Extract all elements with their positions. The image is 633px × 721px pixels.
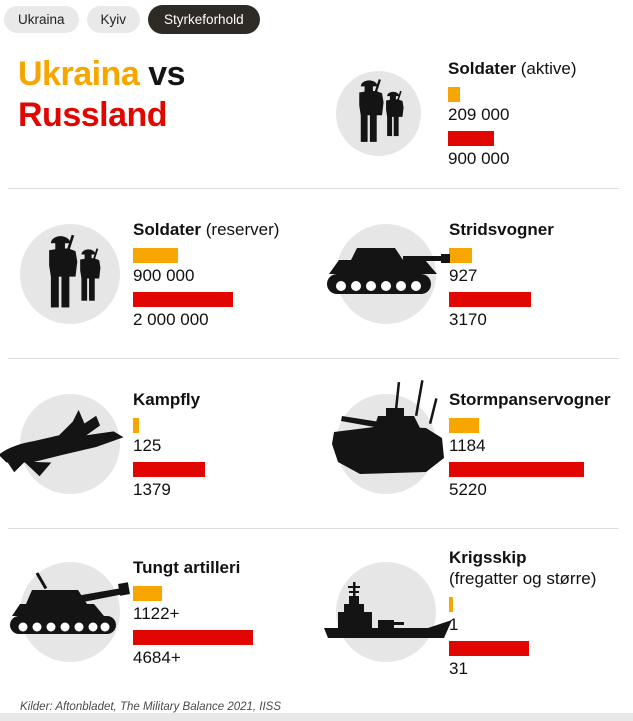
warship-icon: [324, 582, 452, 638]
stat-name: Stormpanservogner: [449, 389, 611, 409]
icon-circle: [324, 562, 452, 662]
stat-name: Stridsvogner: [449, 219, 554, 239]
tab-styrkeforhold[interactable]: Styrkeforhold: [148, 5, 260, 34]
stat-label: Soldater (aktive): [448, 58, 627, 79]
stat-label: Kampfly: [133, 389, 310, 410]
stat-name: Soldater: [448, 59, 517, 78]
ukraine-bar: [133, 417, 139, 433]
title-heading: Ukraina vs Russland: [18, 54, 316, 136]
ukraine-value: 1122+: [133, 604, 180, 623]
stat-block: Tungt artilleri 1122+ 4684+: [133, 557, 316, 667]
ukraine-value: 927: [449, 265, 478, 285]
soldiers-icon: [359, 78, 404, 142]
page-title: Ukraina vs Russland: [0, 38, 316, 188]
russia-value: 4684+: [133, 648, 181, 667]
stat-block: Soldater (aktive) 209 000 900 000: [448, 58, 633, 168]
russia-value: 2 000 000: [133, 309, 209, 329]
tank-icon: [327, 247, 450, 294]
russia-bar: [448, 131, 494, 146]
icon-circle: [332, 379, 444, 494]
artillery-icon: [10, 572, 130, 634]
russia-value: 5220: [449, 479, 487, 499]
stat-label: Soldater (reserver): [133, 219, 310, 240]
stat-block: Kampfly 125 1379: [133, 389, 316, 499]
tab-kyiv[interactable]: Kyiv: [86, 6, 141, 33]
row-divider: [8, 528, 619, 529]
russia-value: 31: [449, 658, 468, 678]
stat-block: Soldater (reserver) 900 000 2 000 000: [133, 219, 316, 329]
stat-label: Tungt artilleri: [133, 557, 310, 578]
bottom-band: [0, 713, 633, 721]
stat-block: Stormpanservogner 1184 5220: [449, 389, 633, 499]
stat-suffix: (aktive): [520, 59, 577, 78]
stat-cell-stormpanservogner: Stormpanservogner 1184 5220: [316, 359, 633, 528]
icon-circle: [0, 393, 124, 494]
ukraine-bar: [448, 87, 460, 102]
stat-name: Soldater: [133, 219, 202, 239]
stat-block: Krigsskip (fregatter og større) 1 31: [449, 547, 633, 678]
ukraine-bar: [133, 247, 178, 263]
row-divider: [8, 188, 619, 189]
source-text: Kilder: Aftonbladet, The Military Balanc…: [20, 701, 282, 713]
ukraine-value: 1: [449, 614, 459, 634]
ukraine-bar: [449, 596, 453, 612]
ukraine-bar: [133, 586, 162, 601]
comparison-grid: Ukraina vs Russland: [0, 38, 633, 695]
stat-label: Stridsvogner: [449, 219, 627, 240]
icon-circle: [10, 562, 130, 662]
russia-value: 1379: [133, 479, 171, 499]
stat-cell-krigsskip: Krigsskip (fregatter og større) 1 31: [316, 529, 633, 695]
russia-bar: [449, 640, 529, 656]
stat-cell-stridsvogner: Stridsvogner 927 3170: [316, 189, 633, 358]
title-ukraina: Ukraina: [18, 55, 140, 93]
title-russland: Russland: [18, 96, 168, 134]
russia-bar: [449, 291, 531, 307]
soldiers-icon: [49, 234, 101, 307]
ukraine-bar: [449, 417, 479, 433]
stat-cell-soldater-reserver: Soldater (reserver) 900 000 2 000 000: [0, 189, 316, 358]
stat-suffix: (fregatter og større): [449, 568, 597, 588]
icon-circle: [336, 70, 421, 156]
icon-circle: [20, 223, 120, 324]
icon-circle: [327, 223, 450, 324]
ukraine-value: 125: [133, 435, 162, 455]
title-vs: vs: [148, 55, 186, 93]
stat-cell-soldater-aktive: Soldater (aktive) 209 000 900 000: [316, 38, 633, 188]
ukraine-value: 1184: [449, 435, 486, 455]
source-credit: Kilder: Aftonbladet, The Military Balanc…: [0, 695, 633, 713]
apc-icon: [332, 379, 444, 474]
russia-value: 900 000: [448, 149, 510, 168]
stat-cell-tungt-artilleri: Tungt artilleri 1122+ 4684+: [0, 529, 316, 695]
tab-ukraina[interactable]: Ukraina: [4, 6, 79, 33]
row-divider: [8, 358, 619, 359]
stat-name: Krigsskip: [449, 547, 527, 567]
stat-suffix: (reserver): [205, 219, 280, 239]
russia-bar: [133, 291, 233, 307]
russia-bar: [449, 461, 584, 477]
stat-name: Tungt artilleri: [133, 558, 241, 577]
ukraine-value: 209 000: [448, 105, 510, 124]
tab-bar: Ukraina Kyiv Styrkeforhold: [0, 0, 633, 38]
ukraine-value: 900 000: [133, 265, 195, 285]
fighter-jet-icon: [0, 409, 124, 476]
russia-bar: [133, 461, 205, 477]
stat-cell-kampfly: Kampfly 125 1379: [0, 359, 316, 528]
russia-value: 3170: [449, 309, 487, 329]
stat-name: Kampfly: [133, 389, 201, 409]
stat-label: Krigsskip (fregatter og større): [449, 547, 627, 589]
stat-block: Stridsvogner 927 3170: [449, 219, 633, 329]
russia-bar: [133, 630, 253, 645]
stat-label: Stormpanservogner: [449, 389, 627, 410]
ukraine-bar: [449, 247, 472, 263]
